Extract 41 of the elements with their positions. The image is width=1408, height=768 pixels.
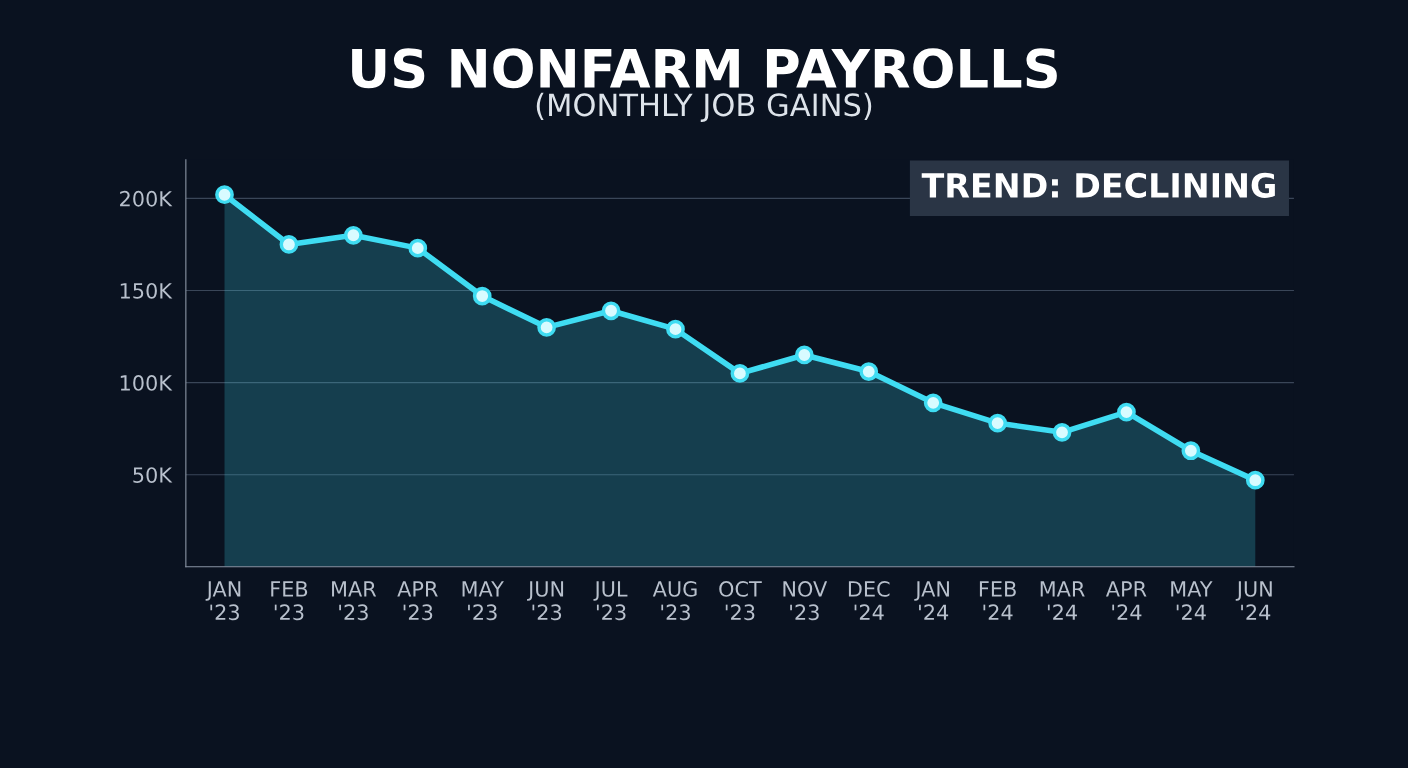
x-tick-label: FEB '23: [271, 581, 308, 621]
x-tick-label: MAR '23: [332, 581, 377, 621]
point: [279, 235, 299, 254]
x-tick-label: MAY '24: [1171, 581, 1213, 620]
point: [1052, 422, 1072, 442]
x-tick-label: JUN '23: [527, 581, 564, 621]
point: [472, 286, 492, 306]
x-tick-label: APR '24: [1105, 581, 1147, 620]
x-tick-label: MAY '23: [462, 581, 504, 621]
x-tick-label: DEC '24: [848, 581, 890, 620]
point: [794, 345, 814, 365]
point: [1245, 470, 1265, 490]
point: [923, 393, 943, 413]
x-tick-label: NOV '23: [783, 581, 828, 621]
point: [601, 301, 621, 321]
chart-subtitle: (MONTHLY JOB GAINS): [536, 92, 872, 123]
y-tick-label: 150K: [120, 282, 173, 299]
x-tick-label: JAN '24: [914, 581, 949, 620]
y-tick-label: 200K: [120, 190, 173, 207]
x-tick-label: JUN '24: [1235, 581, 1272, 620]
point: [215, 185, 234, 205]
point: [343, 225, 363, 245]
x-tick-label: MAR '24: [1040, 581, 1085, 620]
chart-title: US NONFARM PAYROLLS: [352, 48, 1057, 89]
annotation: TREND: DECLINING: [921, 172, 1275, 198]
point: [666, 319, 685, 339]
y-tick-label: 50K: [133, 467, 173, 483]
x-tick-label: JUL '23: [593, 581, 628, 621]
point: [730, 364, 750, 383]
x-tick-label: AUG '23: [652, 581, 697, 621]
x-tick-label: OCT '23: [719, 581, 762, 621]
point: [1181, 441, 1201, 461]
point: [1117, 402, 1136, 422]
point: [988, 413, 1007, 433]
point: [408, 238, 428, 258]
point: [859, 362, 879, 381]
x-tick-label: FEB '24: [979, 581, 1016, 620]
x-tick-label: JAN '23: [205, 581, 241, 621]
x-tick-label: APR '23: [397, 581, 438, 621]
point: [537, 317, 557, 337]
y-tick-label: 100K: [120, 375, 173, 391]
